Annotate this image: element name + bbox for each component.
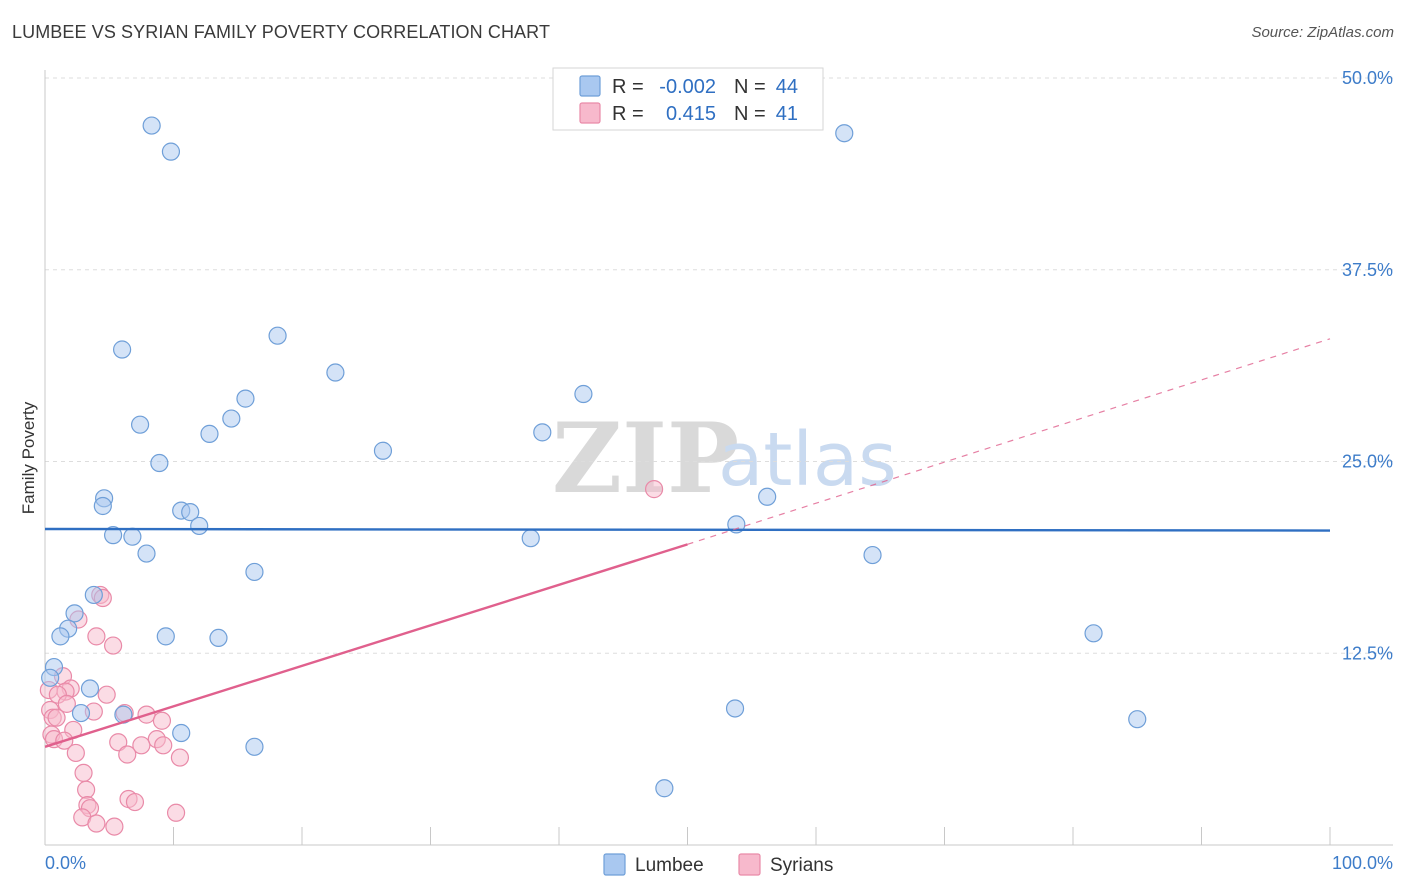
lumbee-point (181, 503, 200, 522)
lumbee-point (209, 628, 228, 648)
lumbee-point (863, 545, 882, 565)
y-axis-tick-labels: 12.5% 25.0% 37.5% 50.0% (1342, 68, 1393, 663)
lumbee-point (65, 604, 84, 623)
lumbee-point (71, 703, 91, 723)
watermark: ZIP atlas (552, 402, 897, 515)
lumbee-point (268, 326, 287, 345)
source-credit: Source: ZipAtlas.com (1251, 24, 1394, 41)
syrians-point (97, 685, 116, 704)
syrians-point (170, 748, 190, 767)
syrians-point (74, 763, 93, 783)
syrians-n-label: N = (734, 103, 766, 125)
stats-legend: R = -0.002 N = 44 R = 0.415 N = 41 (552, 67, 824, 131)
lumbee-point (80, 679, 100, 698)
lumbee-point (123, 527, 142, 546)
lumbee-point (142, 116, 161, 135)
x-tick-label-min: 0.0% (45, 853, 86, 873)
chart-title: LUMBEE VS SYRIAN FAMILY POVERTY CORRELAT… (12, 22, 551, 42)
lumbee-point (533, 423, 552, 442)
lumbee-point (1128, 710, 1147, 729)
y-axis-label: Family Poverty (19, 401, 38, 514)
lumbee-n-label: N = (734, 76, 766, 98)
lumbee-r-value: -0.002 (659, 76, 716, 98)
syrians-point (166, 803, 186, 822)
lumbee-point (655, 779, 674, 798)
watermark-atlas: atlas (718, 417, 897, 503)
x-axis-ticks (173, 827, 1331, 845)
lumbee-point (190, 516, 209, 536)
syrians-trend-line (44, 543, 688, 748)
syrians-point (152, 711, 172, 730)
syrians-point (154, 736, 173, 755)
lumbee-point (112, 340, 132, 359)
gridlines (45, 77, 1393, 654)
syrians-trend-extension (687, 338, 1331, 545)
x-axis-tick-labels: 0.0% 100.0% (45, 853, 1393, 873)
lumbee-point (150, 453, 169, 473)
syrians-point (57, 694, 76, 713)
lumbee-point (574, 384, 593, 404)
series-legend: Lumbee Syrians (603, 853, 833, 876)
syrians-legend-swatch (579, 102, 601, 124)
syrians-point (47, 708, 66, 727)
lumbee-point (161, 142, 181, 161)
lumbee-point (156, 627, 175, 646)
y-tick-label: 50.0% (1342, 68, 1393, 88)
y-tick-label: 12.5% (1342, 643, 1393, 663)
syrians-point (105, 817, 124, 836)
y-tick-label: 25.0% (1342, 452, 1393, 472)
y-tick-label: 37.5% (1342, 260, 1393, 280)
lumbee-point (137, 544, 156, 563)
lumbee-point (1084, 624, 1103, 643)
syrians-point (118, 745, 137, 764)
lumbee-point (245, 562, 264, 582)
syrians-point (87, 627, 106, 646)
lumbee-point (84, 585, 103, 605)
lumbee-point (104, 526, 123, 545)
trend-lines (44, 338, 1331, 748)
lumbee-series-swatch (603, 853, 626, 876)
syrians-point (644, 480, 664, 499)
syrians-point (66, 743, 85, 763)
lumbee-point (93, 496, 112, 516)
lumbee-legend-swatch (579, 75, 601, 97)
lumbee-point (835, 124, 854, 143)
lumbee-point (200, 424, 219, 443)
lumbee-point (236, 389, 255, 408)
lumbee-point (758, 487, 777, 506)
lumbee-series-label: Lumbee (635, 855, 704, 876)
syrians-r-value: 0.415 (666, 103, 716, 125)
syrians-r-label: R = (612, 103, 644, 125)
lumbee-trend-line (44, 527, 1331, 532)
syrians-point (125, 792, 145, 812)
syrians-point (109, 733, 128, 752)
watermark-zip: ZIP (552, 402, 739, 515)
lumbee-n-value: 44 (776, 76, 798, 98)
lumbee-point (130, 415, 150, 434)
syrians-n-value: 41 (776, 103, 798, 125)
lumbee-point (41, 668, 60, 687)
lumbee-point (373, 441, 393, 460)
syrians-point (77, 780, 96, 799)
lumbee-point (521, 529, 540, 548)
lumbee-series (41, 116, 1147, 798)
x-tick-label-max: 100.0% (1332, 853, 1393, 873)
lumbee-point (326, 363, 345, 382)
lumbee-point (725, 699, 745, 718)
syrians-point (87, 814, 106, 833)
lumbee-r-label: R = (612, 76, 644, 98)
lumbee-point (222, 409, 241, 428)
syrians-series-label: Syrians (770, 855, 833, 876)
syrians-point (104, 636, 123, 655)
lumbee-point (245, 737, 264, 756)
syrians-point (132, 736, 151, 755)
lumbee-point (51, 627, 70, 646)
syrians-series-swatch (738, 853, 761, 876)
lumbee-point (172, 723, 191, 743)
